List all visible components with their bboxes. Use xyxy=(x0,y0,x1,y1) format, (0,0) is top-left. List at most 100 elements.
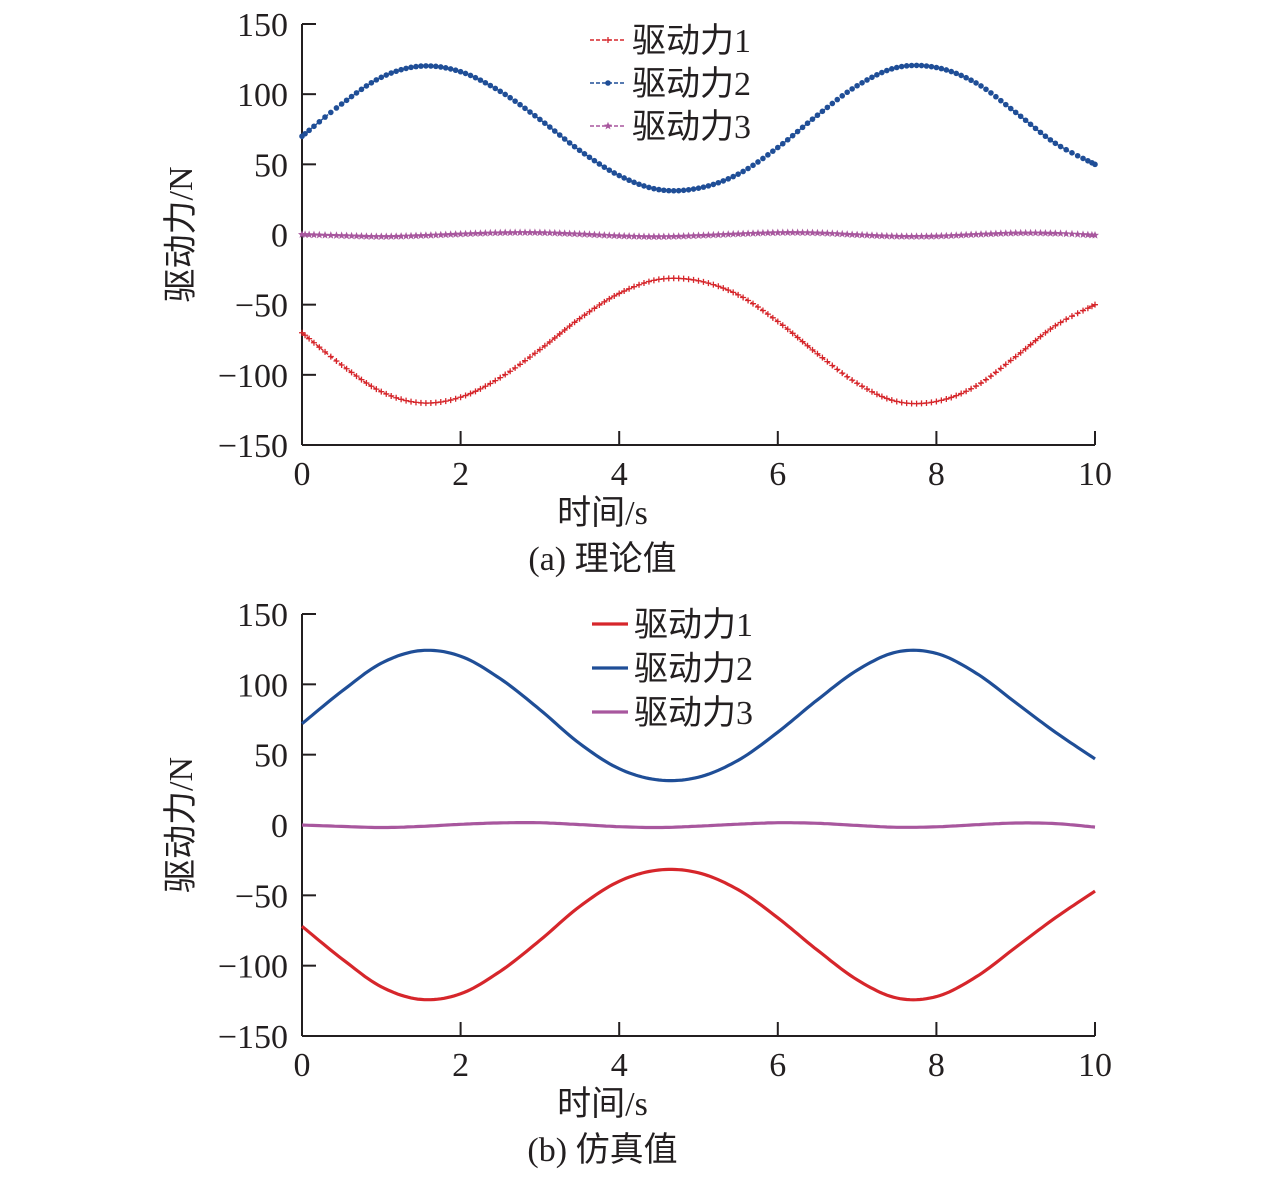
series-marker-plus xyxy=(1084,305,1091,312)
series-marker-dot xyxy=(527,109,533,115)
series-marker-dot xyxy=(760,155,766,162)
series-marker-dot xyxy=(765,152,771,158)
series-line-1 xyxy=(300,867,1096,1002)
series-marker-star xyxy=(996,229,1005,237)
series-marker-dot xyxy=(953,70,960,77)
y-tick-label: −150 xyxy=(218,428,288,465)
series-marker-plus xyxy=(764,311,771,318)
series-marker-plus xyxy=(685,276,692,283)
series-marker-dot xyxy=(477,77,484,83)
series-marker-star xyxy=(704,231,713,239)
series-marker-dot xyxy=(715,179,722,186)
series-marker-star xyxy=(838,229,847,238)
series-marker-star xyxy=(506,228,515,237)
series-line-2 xyxy=(300,648,1096,783)
series-marker-star xyxy=(1006,229,1015,237)
series-marker-plus xyxy=(784,326,791,333)
series-marker-star xyxy=(516,228,525,236)
series-marker-star xyxy=(1011,228,1020,237)
legend-marker-plus xyxy=(605,37,611,43)
series-marker-star xyxy=(441,230,450,239)
series-marker-dot xyxy=(497,88,504,95)
series-marker-dot xyxy=(502,91,509,98)
series-marker-star xyxy=(833,229,842,238)
series-marker-plus xyxy=(1042,329,1049,336)
series-marker-plus xyxy=(353,373,360,380)
series-marker-dot xyxy=(854,82,860,89)
series-marker-star xyxy=(1046,229,1055,237)
series-marker-star xyxy=(600,231,609,239)
series-marker-star xyxy=(986,229,995,238)
series-marker-dot xyxy=(834,96,841,103)
series-marker-plus xyxy=(388,392,395,399)
series-marker-star xyxy=(724,230,733,238)
series-marker-plus xyxy=(467,390,474,397)
series-marker-star xyxy=(526,228,534,236)
series-marker-star xyxy=(659,232,668,241)
series-marker-star xyxy=(625,232,634,240)
x-tick-label: 2 xyxy=(452,1047,469,1084)
series-marker-dot xyxy=(888,66,895,72)
series-marker-dot xyxy=(1017,113,1024,120)
series-marker-plus xyxy=(333,358,340,365)
series-marker-plus xyxy=(363,380,370,387)
series-marker-star xyxy=(426,231,435,239)
series-marker-plus xyxy=(878,393,885,400)
series-marker-dot xyxy=(512,98,518,104)
series-marker-plus xyxy=(943,396,950,403)
series-marker-plus xyxy=(893,398,900,405)
series-marker-plus xyxy=(690,276,697,283)
series-marker-plus xyxy=(437,399,444,406)
series-marker-plus xyxy=(814,350,821,357)
series-marker-star xyxy=(392,232,401,240)
series-marker-star xyxy=(1036,228,1045,237)
series-marker-plus xyxy=(735,291,742,298)
y-tick-label: 150 xyxy=(237,7,288,44)
series-marker-star xyxy=(902,232,911,240)
series-marker-plus xyxy=(566,323,573,330)
series-marker-dot xyxy=(1002,101,1009,108)
series-marker-plus xyxy=(591,305,598,312)
series-marker-plus xyxy=(968,385,975,392)
series-marker-dot xyxy=(517,101,523,108)
series-marker-dot xyxy=(1063,146,1069,153)
series-marker-dot xyxy=(306,127,312,134)
series-marker-star xyxy=(610,231,619,240)
series-marker-plus xyxy=(705,280,712,287)
series-marker-dot xyxy=(348,93,355,100)
series-marker-star xyxy=(739,229,748,238)
series-marker-plus xyxy=(1027,341,1034,348)
series-marker-star xyxy=(362,232,371,240)
series-marker-plus xyxy=(606,295,613,302)
chart-caption: (b) 仿真值 xyxy=(527,1131,677,1169)
series-marker-dot xyxy=(358,86,365,93)
legend-marker-star xyxy=(604,121,612,130)
series-marker-star xyxy=(788,228,797,236)
series-marker-plus xyxy=(546,338,553,345)
series-marker-plus xyxy=(740,294,747,301)
series-marker-star xyxy=(763,228,772,237)
series-line-3 xyxy=(301,821,1096,830)
series-marker-dot xyxy=(492,85,499,92)
series-marker-dot xyxy=(333,105,340,111)
series-marker-star xyxy=(595,230,604,239)
series-marker-star xyxy=(298,230,306,238)
series-marker-dot xyxy=(556,132,563,138)
series-marker-plus xyxy=(804,342,811,349)
series-marker-plus xyxy=(636,281,643,288)
series-marker-star xyxy=(347,231,356,240)
series-marker-dot xyxy=(428,63,434,69)
series-marker-plus xyxy=(383,390,390,397)
series-marker-plus xyxy=(1032,337,1039,344)
series-marker-star xyxy=(421,231,430,239)
series-marker-plus xyxy=(616,290,623,297)
series-marker-plus xyxy=(963,388,970,395)
series-marker-star xyxy=(397,232,406,240)
series-marker-plus xyxy=(779,322,786,329)
series-marker-plus xyxy=(819,354,826,361)
series-marker-dot xyxy=(928,63,935,70)
series-marker-dot xyxy=(1074,152,1081,159)
series-marker-star xyxy=(496,228,505,237)
series-marker-plus xyxy=(348,369,355,376)
